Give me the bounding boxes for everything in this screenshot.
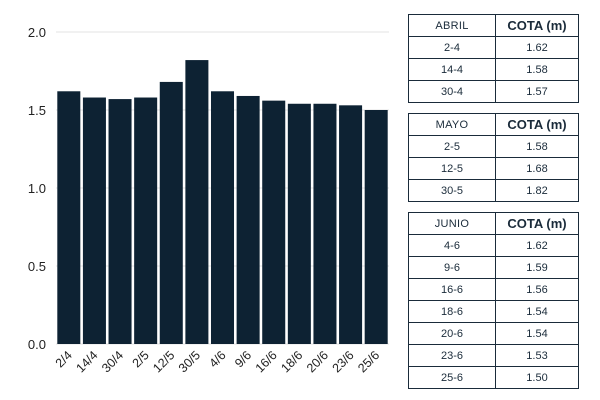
data-tables: ABRIL COTA (m) 2-4 1.62 14-4 1.58 30-4 1.57… [408, 14, 579, 399]
table-row: 30-5 1.82 [408, 179, 579, 202]
y-tick-label: 1.5 [28, 103, 46, 118]
x-tick-label: 14/4 [73, 348, 100, 375]
date-cell: 18-6 [408, 300, 496, 323]
bar-chart: 0.0 0.5 1.0 1.5 2.0 2/414/430/4 2/512/530/5 4/… [28, 25, 389, 375]
date-cell: 2-4 [408, 36, 496, 59]
value-cell: 1.58 [495, 135, 579, 158]
y-tick-label: 0.0 [28, 337, 46, 352]
value-cell: 1.53 [495, 344, 579, 367]
value-cell: 1.62 [495, 36, 579, 59]
x-tick-label: 20/6 [304, 348, 331, 375]
value-cell: 1.54 [495, 300, 579, 323]
bar [236, 95, 260, 345]
date-cell: 16-6 [408, 278, 496, 301]
cota-header: COTA (m) [495, 14, 579, 37]
value-cell: 1.58 [495, 58, 579, 81]
table-row: 9-6 1.59 [408, 256, 579, 279]
value-cell: 1.59 [495, 256, 579, 279]
table-row: 25-6 1.50 [408, 366, 579, 389]
y-tick-label: 1.0 [28, 181, 46, 196]
date-cell: 4-6 [408, 234, 496, 257]
date-cell: 23-6 [408, 344, 496, 367]
table-abril: ABRIL COTA (m) 2-4 1.62 14-4 1.58 30-4 1.57 [408, 14, 579, 103]
table-mayo: MAYO COTA (m) 2-5 1.58 12-5 1.68 30-5 1.82 [408, 113, 579, 202]
month-header: MAYO [408, 113, 496, 136]
month-header: ABRIL [408, 14, 496, 37]
table-row: 12-5 1.68 [408, 157, 579, 180]
value-cell: 1.50 [495, 366, 579, 389]
bar [82, 97, 106, 345]
month-header: JUNIO [408, 212, 496, 235]
table-row: 4-6 1.62 [408, 234, 579, 257]
date-cell: 2-5 [408, 135, 496, 158]
x-tick-label: 12/5 [150, 348, 177, 375]
table-row: 14-4 1.58 [408, 58, 579, 81]
x-tick-label: 23/6 [330, 348, 357, 375]
value-cell: 1.82 [495, 179, 579, 202]
bar [57, 91, 81, 344]
date-cell: 20-6 [408, 322, 496, 345]
bar [108, 99, 132, 344]
bar [313, 103, 337, 344]
bar [287, 103, 311, 344]
date-cell: 30-5 [408, 179, 496, 202]
x-tick-label: 4/6 [206, 348, 228, 370]
table-header-row: MAYO COTA (m) [408, 113, 579, 136]
x-tick-label: 9/6 [232, 348, 254, 370]
table-row: 18-6 1.54 [408, 300, 579, 323]
chart-bars [57, 60, 388, 345]
table-row: 30-4 1.57 [408, 80, 579, 103]
y-tick-label: 0.5 [28, 259, 46, 274]
value-cell: 1.68 [495, 157, 579, 180]
y-tick-label: 2.0 [28, 25, 46, 40]
bar [339, 105, 363, 344]
x-tick-label: 25/6 [355, 348, 382, 375]
bar [134, 97, 158, 345]
x-tick-label: 30/4 [99, 348, 126, 375]
x-tick-label: 16/6 [253, 348, 280, 375]
x-tick-label: 18/6 [278, 348, 305, 375]
cota-header: COTA (m) [495, 212, 579, 235]
bar [185, 60, 209, 344]
date-cell: 12-5 [408, 157, 496, 180]
table-row: 23-6 1.53 [408, 344, 579, 367]
table-junio: JUNIO COTA (m) 4-6 1.62 9-6 1.59 16-6 1.56 … [408, 212, 579, 389]
bar [159, 81, 183, 345]
date-cell: 14-4 [408, 58, 496, 81]
bar [210, 91, 235, 344]
value-cell: 1.54 [495, 322, 579, 345]
value-cell: 1.56 [495, 278, 579, 301]
table-header-row: ABRIL COTA (m) [408, 14, 579, 37]
bar [364, 110, 388, 344]
cota-header: COTA (m) [495, 113, 579, 136]
date-cell: 30-4 [408, 80, 496, 103]
x-tick-label: 30/5 [176, 348, 203, 375]
bar [262, 100, 286, 344]
table-header-row: JUNIO COTA (m) [408, 212, 579, 235]
y-axis-ticks: 0.0 0.5 1.0 1.5 2.0 [28, 25, 46, 352]
table-row: 2-5 1.58 [408, 135, 579, 158]
table-row: 20-6 1.54 [408, 322, 579, 345]
x-tick-label: 2/4 [53, 348, 75, 370]
x-tick-label: 2/5 [130, 348, 152, 370]
date-cell: 9-6 [408, 256, 496, 279]
table-row: 2-4 1.62 [408, 36, 579, 59]
value-cell: 1.62 [495, 234, 579, 257]
table-row: 16-6 1.56 [408, 278, 579, 301]
date-cell: 25-6 [408, 366, 496, 389]
value-cell: 1.57 [495, 80, 579, 103]
x-axis-labels: 2/414/430/4 2/512/530/5 4/6 9/616/618/620/6… [53, 348, 383, 375]
